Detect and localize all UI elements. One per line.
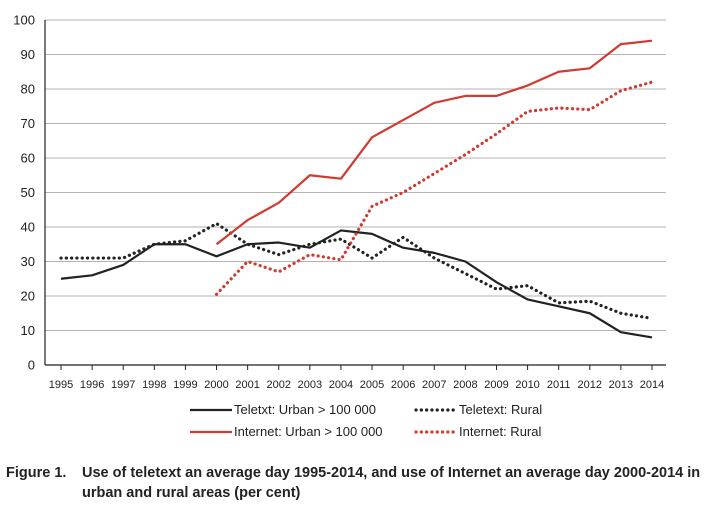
- x-tick-label: 1998: [142, 379, 166, 391]
- y-tick-label: 90: [21, 47, 35, 62]
- x-tick-label: 1999: [173, 379, 197, 391]
- legend-label-4: Internet: Rural: [459, 424, 541, 439]
- x-tick-label: 2012: [578, 379, 602, 391]
- y-tick-label: 10: [21, 323, 35, 338]
- y-tick-label: 20: [21, 289, 35, 304]
- caption-number: Figure 1.: [6, 465, 67, 481]
- caption-text: Use of teletext an average day 1995-2014…: [82, 465, 701, 501]
- x-axis-ticks: 1995 1996 1997 1998 1999 2000 2001 2002 2003 2004…: [49, 365, 664, 391]
- x-tick-label: 2010: [515, 379, 539, 391]
- x-tick-label: 1997: [111, 379, 135, 391]
- y-tick-label: 50: [21, 185, 35, 200]
- y-tick-label: 40: [21, 220, 35, 235]
- data-series: [59, 39, 654, 339]
- legend-label-3: Internet: Urban > 100 000: [234, 424, 383, 439]
- x-tick-label: 2014: [640, 379, 664, 391]
- y-tick-label: 100: [13, 13, 35, 28]
- x-tick-label: 2011: [547, 379, 571, 391]
- series-line-4: [214, 80, 654, 296]
- y-tick-label: 0: [28, 358, 35, 373]
- x-tick-label: 2006: [391, 379, 415, 391]
- y-tick-label: 30: [21, 254, 35, 269]
- x-tick-label: 2004: [329, 379, 353, 391]
- x-tick-label: 2007: [422, 379, 446, 391]
- legend: Teletxt: Urban > 100 000 Teletext: Rural I…: [190, 402, 542, 439]
- x-tick-label: 1996: [80, 379, 104, 391]
- axes: [44, 20, 666, 366]
- x-tick-label: 2001: [235, 379, 259, 391]
- x-tick-label: 2000: [204, 379, 228, 391]
- legend-label-1: Teletxt: Urban > 100 000: [234, 402, 376, 417]
- y-tick-label: 60: [21, 151, 35, 166]
- legend-label-2: Teletext: Rural: [459, 402, 542, 417]
- x-tick-label: 2003: [298, 379, 322, 391]
- series-line-2: [59, 221, 654, 321]
- x-tick-label: 2009: [484, 379, 508, 391]
- y-axis-ticks: 0 10 20 30 40 50 60 70 80 90 100: [13, 13, 35, 373]
- series-line-3: [215, 39, 653, 246]
- x-tick-label: 2013: [609, 379, 633, 391]
- x-tick-label: 2005: [360, 379, 384, 391]
- x-tick-label: 2002: [266, 379, 290, 391]
- y-tick-label: 80: [21, 82, 35, 97]
- x-tick-label: 1995: [49, 379, 73, 391]
- y-tick-label: 70: [21, 116, 35, 131]
- x-tick-label: 2008: [453, 379, 477, 391]
- gridlines: [45, 19, 666, 331]
